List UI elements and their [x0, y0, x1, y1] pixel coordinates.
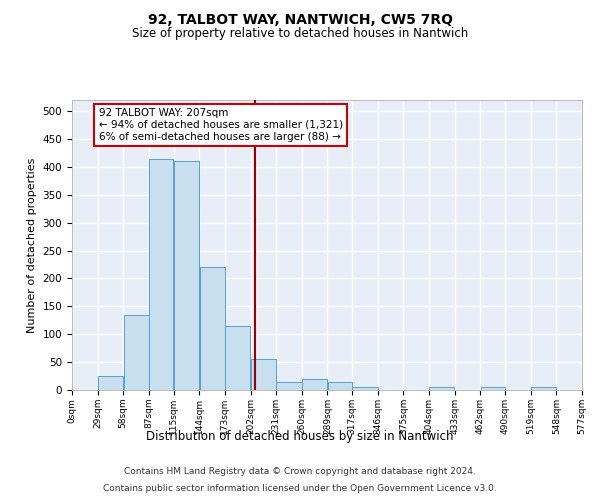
Bar [225, 326, 250, 390]
Bar [481, 387, 505, 390]
Bar [531, 387, 556, 390]
Bar [251, 360, 276, 390]
Bar [124, 314, 149, 390]
Text: Contains HM Land Registry data © Crown copyright and database right 2024.: Contains HM Land Registry data © Crown c… [124, 468, 476, 476]
Bar [277, 382, 302, 390]
Y-axis label: Number of detached properties: Number of detached properties [27, 158, 37, 332]
Bar [430, 387, 454, 390]
Bar [200, 268, 224, 390]
Text: Contains public sector information licensed under the Open Government Licence v3: Contains public sector information licen… [103, 484, 497, 493]
Text: Size of property relative to detached houses in Nantwich: Size of property relative to detached ho… [132, 28, 468, 40]
Bar [352, 387, 377, 390]
Bar [149, 158, 173, 390]
Text: 92 TALBOT WAY: 207sqm
← 94% of detached houses are smaller (1,321)
6% of semi-de: 92 TALBOT WAY: 207sqm ← 94% of detached … [98, 108, 343, 142]
Text: 92, TALBOT WAY, NANTWICH, CW5 7RQ: 92, TALBOT WAY, NANTWICH, CW5 7RQ [148, 12, 452, 26]
Bar [174, 162, 199, 390]
Bar [302, 379, 327, 390]
Bar [328, 382, 352, 390]
Text: Distribution of detached houses by size in Nantwich: Distribution of detached houses by size … [146, 430, 454, 443]
Bar [98, 376, 123, 390]
